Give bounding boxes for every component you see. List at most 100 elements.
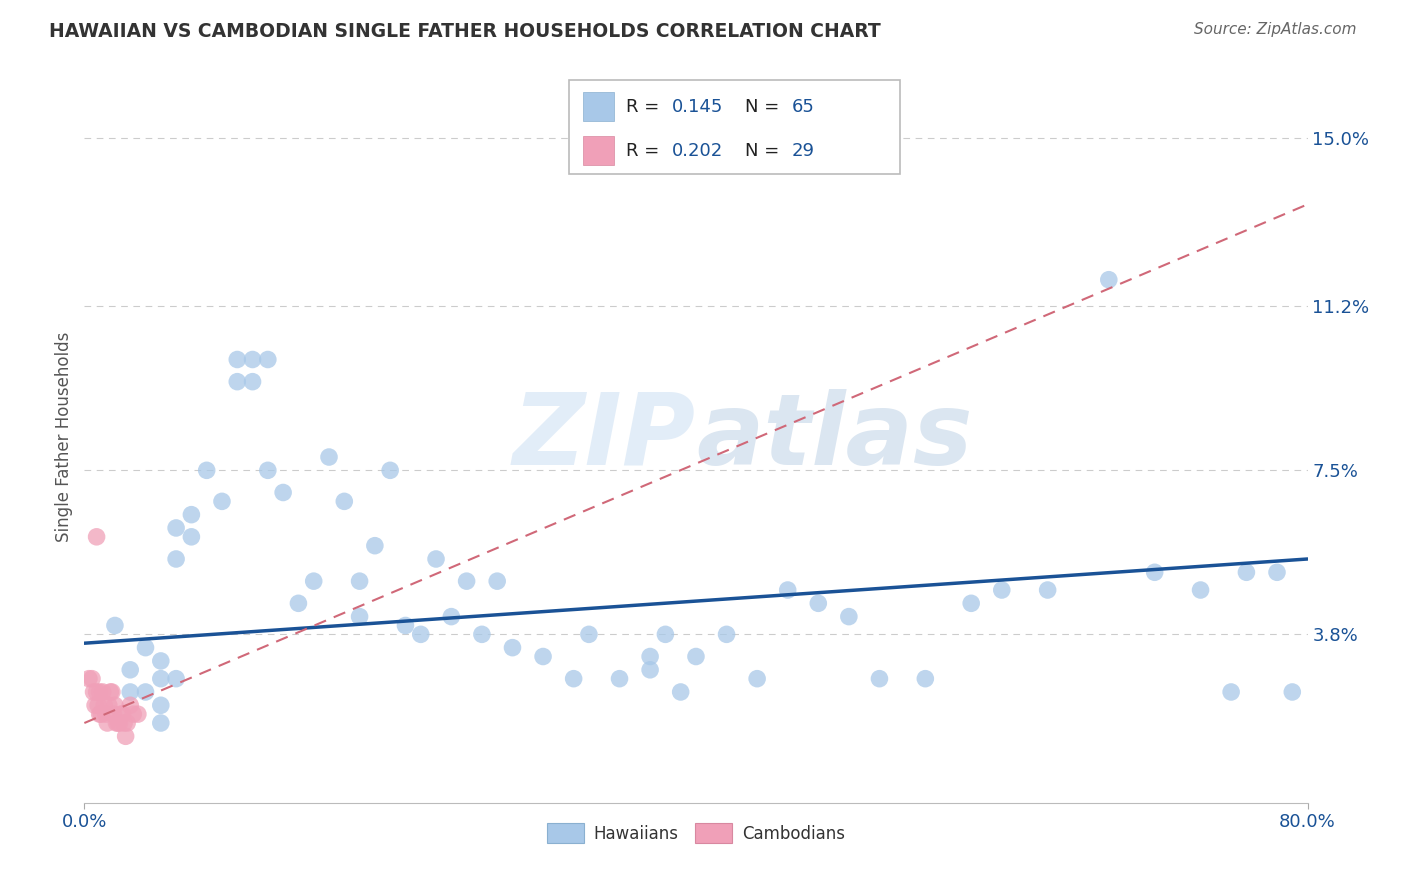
Point <box>685 649 707 664</box>
Text: atlas: atlas <box>696 389 973 485</box>
Point <box>242 352 264 367</box>
Point <box>869 672 891 686</box>
Point <box>807 596 830 610</box>
Point <box>1098 273 1121 287</box>
Point <box>87 698 110 713</box>
Point <box>226 352 249 367</box>
Point <box>271 485 294 500</box>
Text: N =: N = <box>745 97 785 115</box>
Point <box>91 685 114 699</box>
Point <box>364 539 387 553</box>
Point <box>991 582 1014 597</box>
Point <box>1143 566 1166 580</box>
Point <box>165 672 187 686</box>
Point <box>180 508 202 522</box>
Point <box>149 672 172 686</box>
Y-axis label: Single Father Households: Single Father Households <box>55 332 73 542</box>
Point <box>98 685 121 699</box>
Text: R =: R = <box>626 97 665 115</box>
Point <box>242 375 264 389</box>
Point <box>578 627 600 641</box>
Point <box>110 707 132 722</box>
Point <box>1189 582 1212 597</box>
Point <box>97 698 120 713</box>
Text: HAWAIIAN VS CAMBODIAN SINGLE FATHER HOUSEHOLDS CORRELATION CHART: HAWAIIAN VS CAMBODIAN SINGLE FATHER HOUS… <box>49 22 882 41</box>
Point <box>425 552 447 566</box>
Point <box>287 596 309 610</box>
Point <box>333 494 356 508</box>
Point <box>409 627 432 641</box>
Point <box>83 685 105 699</box>
Point <box>80 672 103 686</box>
Point <box>456 574 478 589</box>
Text: N =: N = <box>745 142 785 160</box>
Point <box>101 685 124 699</box>
Point <box>716 627 738 641</box>
Point <box>120 685 142 699</box>
Point <box>440 609 463 624</box>
Point <box>96 716 118 731</box>
Point <box>104 698 127 713</box>
Text: ZIP: ZIP <box>513 389 696 485</box>
Point <box>107 716 129 731</box>
Point <box>471 627 494 641</box>
Point <box>531 649 554 664</box>
Point <box>609 672 631 686</box>
Point <box>149 716 172 731</box>
Point <box>165 521 187 535</box>
Point <box>104 618 127 632</box>
Point <box>105 716 128 731</box>
Point <box>180 530 202 544</box>
Point <box>135 640 157 655</box>
Point <box>318 450 340 464</box>
Point <box>638 663 661 677</box>
Point <box>112 716 135 731</box>
Point <box>127 707 149 722</box>
Point <box>77 672 100 686</box>
Point <box>149 698 172 713</box>
Point <box>84 698 107 713</box>
Text: 0.145: 0.145 <box>672 97 724 115</box>
Point <box>211 494 233 508</box>
Point <box>1281 685 1303 699</box>
Point <box>165 552 187 566</box>
Point <box>776 582 799 597</box>
Point <box>257 352 280 367</box>
Point <box>380 463 402 477</box>
Point <box>669 685 692 699</box>
Legend: Hawaiians, Cambodians: Hawaiians, Cambodians <box>540 817 852 849</box>
Point <box>89 685 111 699</box>
Text: R =: R = <box>626 142 665 160</box>
Point <box>1220 685 1243 699</box>
Point <box>120 663 142 677</box>
Point <box>120 698 142 713</box>
Point <box>747 672 769 686</box>
Point <box>94 707 117 722</box>
Point <box>226 375 249 389</box>
Point <box>960 596 983 610</box>
Point <box>914 672 936 686</box>
Point <box>654 627 676 641</box>
Point <box>90 707 112 722</box>
Text: 65: 65 <box>792 97 814 115</box>
Point <box>1265 566 1288 580</box>
Point <box>502 640 524 655</box>
Point <box>93 698 115 713</box>
Point <box>135 685 157 699</box>
Text: 29: 29 <box>792 142 814 160</box>
Point <box>562 672 585 686</box>
Point <box>86 530 108 544</box>
Point <box>89 707 111 722</box>
Text: 0.202: 0.202 <box>672 142 723 160</box>
Point <box>638 649 661 664</box>
Point <box>86 685 108 699</box>
Point <box>149 654 172 668</box>
Point <box>349 574 371 589</box>
Point <box>1236 566 1258 580</box>
Point <box>103 707 125 722</box>
Point <box>108 716 131 731</box>
Point <box>838 609 860 624</box>
Point <box>111 707 134 722</box>
Text: Source: ZipAtlas.com: Source: ZipAtlas.com <box>1194 22 1357 37</box>
Point <box>1036 582 1059 597</box>
